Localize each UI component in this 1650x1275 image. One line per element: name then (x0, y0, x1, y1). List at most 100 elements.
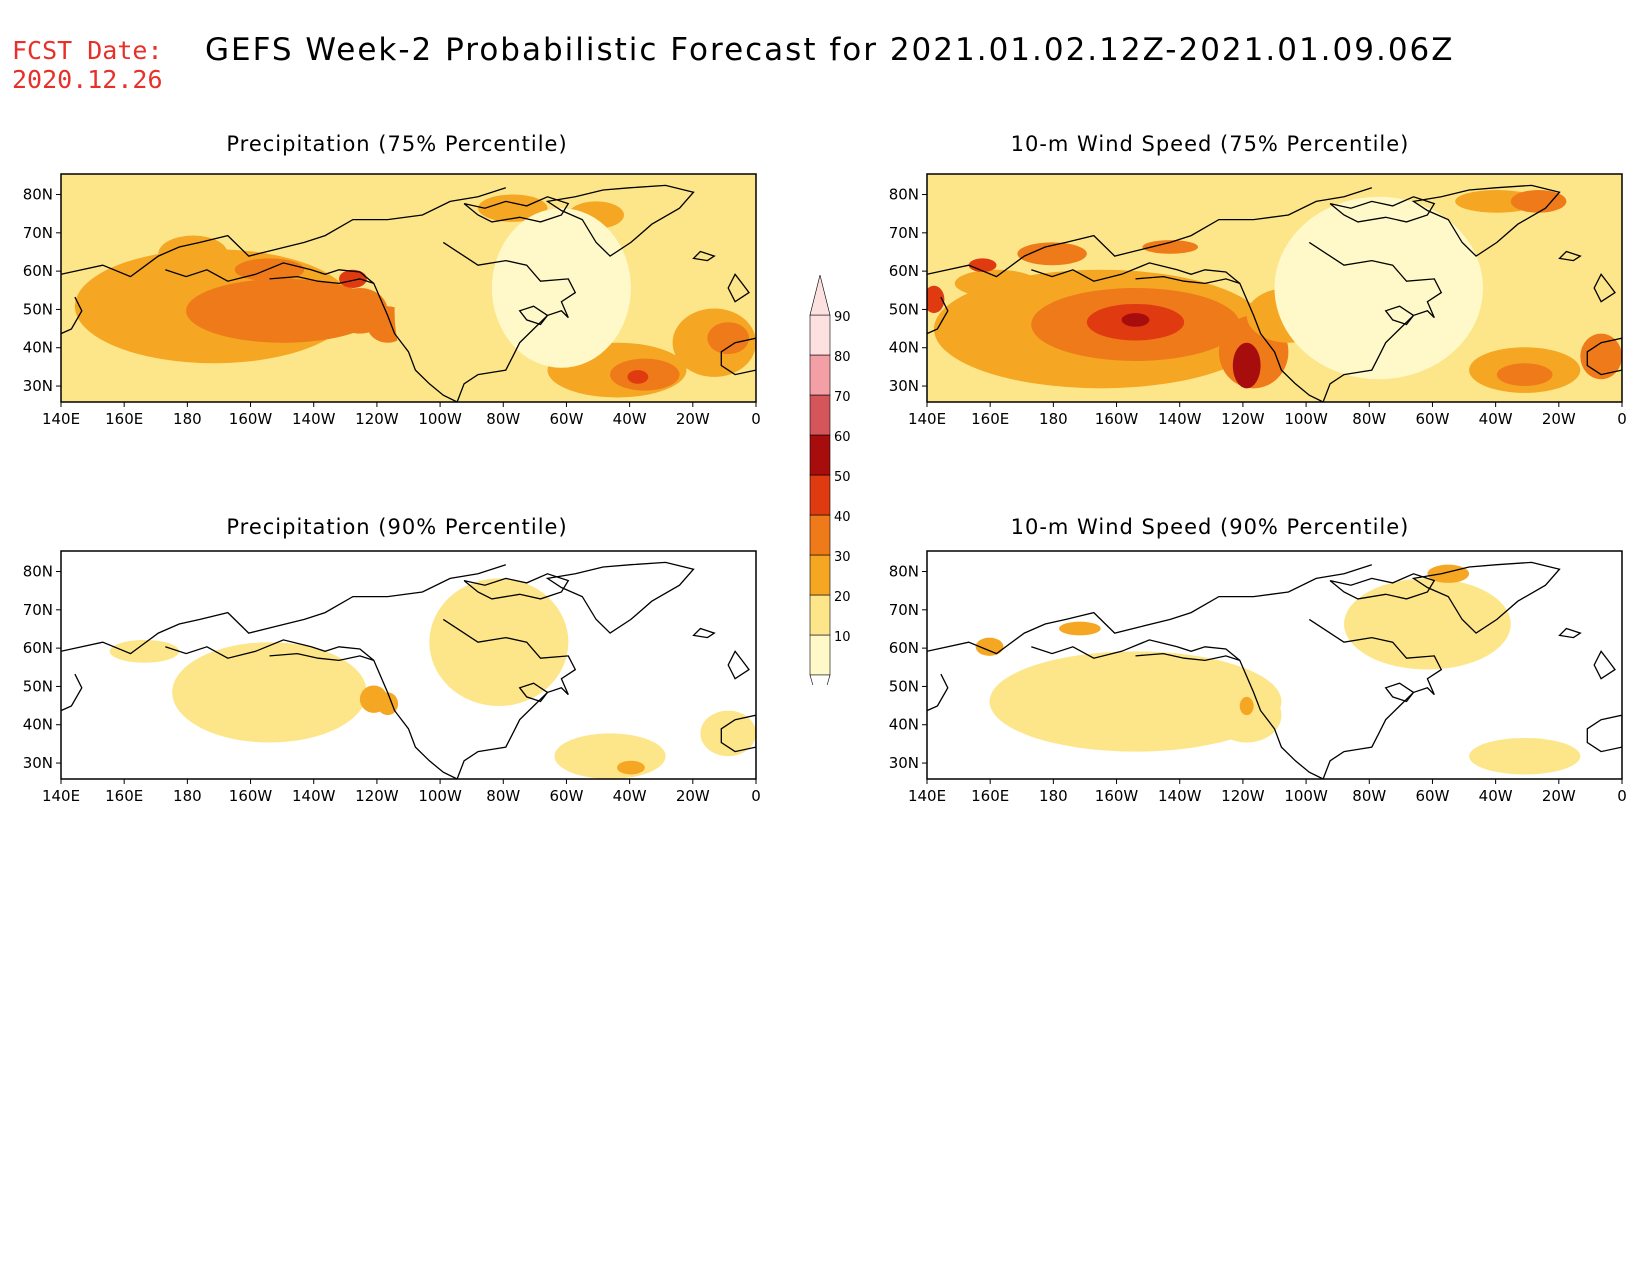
colorbar: 10 20 30 40 50 60 70 80 90 (800, 274, 870, 712)
coastline (165, 262, 375, 284)
fcst-date-label: FCST Date: (12, 36, 163, 65)
lon-tick-label: 0 (1617, 787, 1627, 805)
lat-tick-label: 60N (23, 262, 53, 280)
lon-tick-label: 0 (1617, 410, 1627, 428)
probability-contour (1274, 196, 1483, 380)
lon-tick-label: 20W (676, 410, 710, 428)
lon-tick-label: 60W (549, 787, 583, 805)
colorbar-segment (809, 394, 831, 436)
fcst-date-block: FCST Date: 2020.12.26 (12, 36, 163, 94)
lon-tick-label: 180 (173, 410, 202, 428)
map-frame (926, 173, 1623, 403)
lat-tick-label: 80N (889, 186, 919, 204)
coastline (1384, 305, 1415, 326)
lon-tick-label: 140W (292, 410, 336, 428)
coastline (1586, 714, 1622, 753)
probability-contour (172, 642, 367, 743)
map-frame (60, 173, 757, 403)
lat-tick-label: 40N (23, 339, 53, 357)
lon-tick-label: 80W (1352, 787, 1386, 805)
coastline (1586, 337, 1622, 376)
colorbar-label: 20 (834, 590, 851, 605)
coastline (1135, 275, 1324, 402)
colorbar-segment (809, 354, 831, 396)
lat-tick-label: 60N (23, 639, 53, 657)
probability-contour (158, 235, 228, 273)
probability-contour (1142, 240, 1199, 254)
probability-contour (1052, 683, 1219, 720)
lon-tick-label: 40W (1479, 787, 1513, 805)
coastline (692, 250, 716, 262)
lon-tick-label: 160W (229, 787, 273, 805)
lon-tick-label: 0 (751, 410, 761, 428)
probability-contour (707, 322, 750, 355)
lat-tick-label: 50N (889, 300, 919, 318)
map-precip-75: 80N 70N 60N 50N 40N 30N 140E 160E 180 160W 140W 120… (0, 170, 761, 428)
map-frame (60, 550, 757, 780)
colorbar-label: 40 (834, 510, 851, 525)
coastline (61, 187, 507, 278)
probability-contour (1121, 313, 1150, 327)
colorbar-label: 50 (834, 470, 851, 485)
coastline (692, 627, 716, 639)
coastline (1308, 241, 1443, 402)
probability-contour (377, 692, 399, 716)
probability-contour (617, 760, 645, 775)
colorbar-segment (809, 594, 831, 636)
coastline (1558, 250, 1582, 262)
map-wind-90: 80N 70N 60N 50N 40N 30N 140E 160E 180 160W 140W 120… (866, 547, 1627, 805)
coastline (927, 673, 949, 712)
colorbar-label: 80 (834, 350, 851, 365)
coastline (61, 296, 83, 335)
colorbar-label: 90 (834, 310, 851, 325)
probability-shading (61, 194, 756, 398)
lon-tick-label: 120W (1221, 787, 1265, 805)
lat-tick-label: 50N (23, 300, 53, 318)
colorbar-label: 60 (834, 430, 851, 445)
colorbar-label: 10 (834, 630, 851, 645)
lat-tick-label: 70N (889, 224, 919, 242)
lon-tick-label: 0 (751, 787, 761, 805)
lon-tick-label: 140E (908, 787, 946, 805)
coastline (727, 273, 750, 303)
probability-contour (1496, 363, 1553, 387)
lat-tick-label: 40N (889, 716, 919, 734)
probability-contour (975, 637, 1004, 656)
map-svg: 80N 70N 60N 50N 40N 30N 140E 160E 180 160W 140W 120… (23, 173, 761, 428)
panel-title-wind-75: 10-m Wind Speed (75% Percentile) (1010, 132, 1410, 156)
colorbar-svg: 10 20 30 40 50 60 70 80 90 (809, 274, 851, 712)
lon-tick-label: 20W (1542, 410, 1576, 428)
coastline (463, 573, 570, 600)
coastline (1329, 196, 1436, 223)
lat-tick-label: 30N (23, 754, 53, 772)
lon-tick-label: 140W (292, 787, 336, 805)
lon-tick-label: 180 (1039, 410, 1068, 428)
coastline (927, 187, 1373, 278)
lat-tick-label: 70N (23, 224, 53, 242)
lat-tick-label: 50N (889, 677, 919, 695)
lon-tick-label: 20W (1542, 787, 1576, 805)
lon-tick-label: 80W (486, 787, 520, 805)
colorbar-segment (809, 474, 831, 516)
probability-shading (975, 564, 1581, 775)
lon-tick-label: 120W (1221, 410, 1265, 428)
probability-contour (554, 733, 666, 779)
main-title: GEFS Week-2 Probabilistic Forecast for 2… (205, 32, 1455, 68)
coastline (727, 650, 750, 680)
probability-contour (109, 639, 180, 663)
lon-tick-label: 160E (105, 410, 143, 428)
coastline (1308, 618, 1443, 779)
lat-tick-label: 60N (889, 639, 919, 657)
lon-tick-label: 20W (676, 787, 710, 805)
probability-contour (1059, 621, 1101, 636)
probability-contour (927, 285, 945, 314)
coastline (269, 652, 458, 779)
lon-tick-label: 40W (1479, 410, 1513, 428)
lon-tick-label: 160E (105, 787, 143, 805)
lon-tick-label: 60W (1415, 787, 1449, 805)
coastline (1411, 561, 1561, 634)
lon-tick-label: 40W (613, 410, 647, 428)
coastline (1593, 650, 1616, 680)
lon-tick-label: 180 (173, 787, 202, 805)
lon-tick-label: 160W (229, 410, 273, 428)
